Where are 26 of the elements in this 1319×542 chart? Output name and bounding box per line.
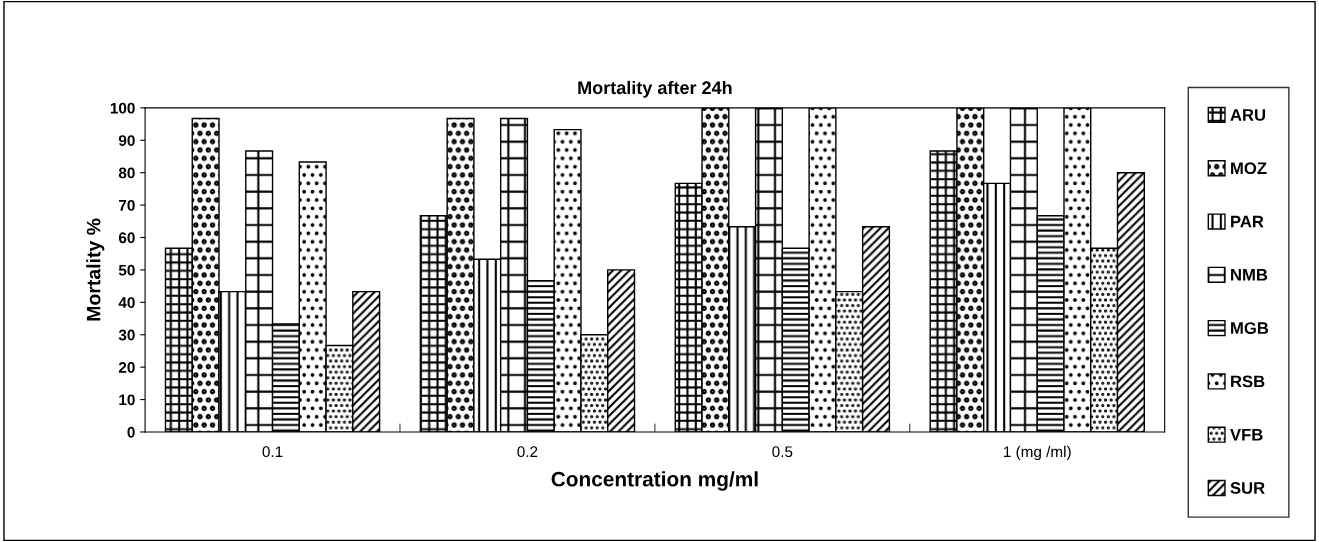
y-tick-label: 40: [118, 297, 135, 309]
y-axis-title: Mortality %: [86, 218, 105, 321]
y-tick-label: 80: [118, 167, 135, 179]
chart-title: Mortality after 24h: [578, 80, 732, 98]
x-tick-label: 0.2: [517, 446, 538, 458]
legend-label: NMB: [1231, 269, 1268, 281]
legend-label: PAR: [1231, 215, 1264, 228]
y-tick-label: 10: [119, 394, 135, 406]
y-tick-label: 90: [118, 135, 135, 146]
y-tick-label: 0: [127, 426, 135, 438]
y-tick-label: 70: [119, 199, 135, 211]
x-tick-label: 0.5: [772, 446, 793, 458]
legend-label: MGB: [1231, 322, 1269, 334]
y-tick-label: 50: [118, 264, 135, 276]
x-axis-title: Concentration mg/ml: [551, 471, 758, 491]
y-tick-label: 60: [118, 232, 135, 244]
legend-label: RSB: [1231, 375, 1265, 388]
legend-label: VFB: [1230, 428, 1263, 441]
legend-label: SUR: [1230, 482, 1265, 494]
legend-label: ARU: [1230, 109, 1266, 121]
x-tick-label: 0.1: [262, 446, 283, 458]
y-tick-label: 30: [118, 329, 135, 341]
legend-label: MOZ: [1231, 162, 1267, 175]
y-tick-label: 100: [110, 102, 135, 114]
x-tick-label: 1 (mg /ml): [1004, 445, 1071, 461]
y-tick-label: 20: [118, 362, 135, 373]
